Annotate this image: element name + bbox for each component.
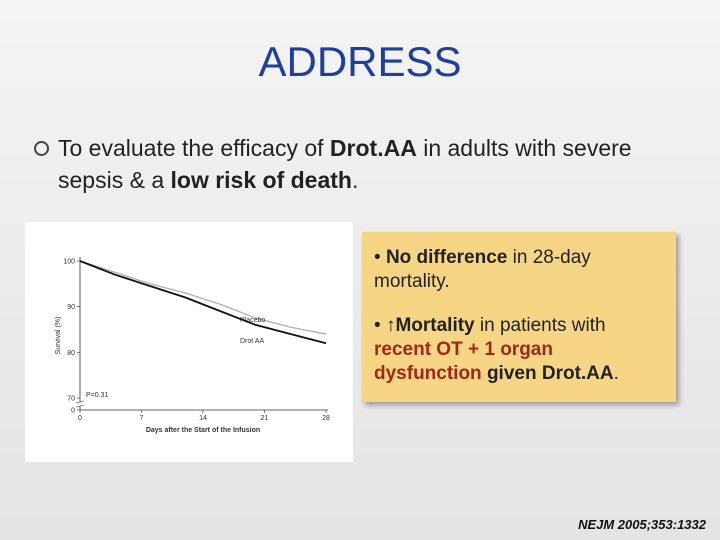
text: . [351,167,359,193]
y-tick-label: 90 [67,304,75,311]
text-bold: No difference [385,247,508,268]
citation: NEJM 2005;353:1332 [578,517,706,532]
x-tick-label: 7 [140,415,144,422]
x-axis-label: Days after the Start of the Infusion [146,427,260,434]
x-tick-label: 21 [261,415,269,422]
x-tick-label: 0 [78,415,82,422]
text-bold: low risk of death [170,167,352,193]
series-label: Placebo [240,317,265,324]
x-tick-label: 28 [322,415,330,422]
y-axis-label: Survival (%) [55,317,62,355]
axis-break-mark [75,404,85,408]
y-tick-label: 100 [63,259,75,266]
chart: 0 70 80 90 100 0 7 14 21 28 Days after the Start o… [25,222,353,462]
finding: • ↑Mortality in patients with recent OT … [374,314,664,386]
text: . [613,363,619,384]
slide-title: ADDRESS [258,38,462,85]
axis-break [76,402,84,406]
y-tick-label: 80 [67,350,75,357]
text-bold: ↑ [385,315,396,336]
text-bold: Drot.AA [541,363,614,384]
text-bold: given [481,363,542,384]
y-tick-label: 0 [71,408,75,415]
findings-box: • No difference in 28-day mortality. • ↑… [362,232,676,402]
text: in adults with severe sepsis & a [58,135,632,193]
text: • [374,247,386,268]
text: • [374,315,386,336]
text: To evaluate the efficacy of [58,135,330,161]
series-line [79,260,327,335]
series-line [79,260,327,345]
text: in 28-day mortality. [374,247,591,292]
text: in patients with [474,315,606,336]
y-tick-label: 70 [67,396,75,403]
series-label: Drot AA [240,338,264,345]
axis-break-mark [75,400,85,404]
bullet-marker [34,141,49,156]
text-red: recent OT + 1 organ dysfunction [374,339,553,384]
annotation: P=0.31 [86,392,108,399]
bullet-text: To evaluate the efficacy of Drot.AA in a… [58,132,678,196]
x-tick-label: 14 [199,415,207,422]
text-bold: Drot.AA [329,135,417,161]
text-bold: Mortality [395,315,475,336]
finding: • No difference in 28-day mortality. [374,246,664,294]
